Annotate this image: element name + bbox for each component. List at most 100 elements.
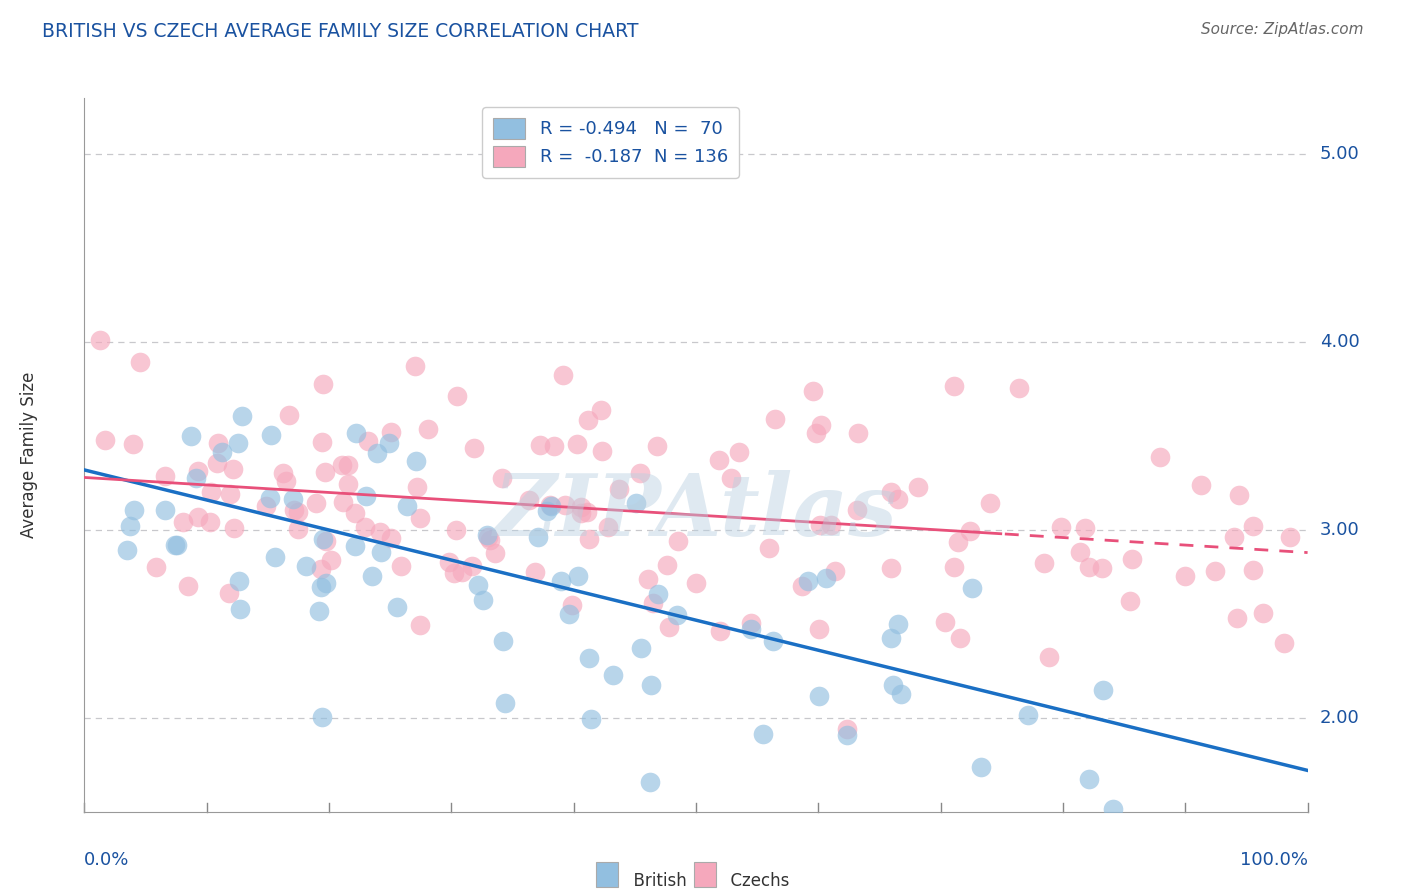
Point: [1226, 611, 1249, 625]
Point: [657, 620, 679, 634]
Point: [536, 503, 558, 517]
Point: [492, 634, 515, 648]
Point: [720, 471, 742, 485]
Point: [567, 568, 589, 582]
Point: [228, 574, 250, 588]
Point: [637, 572, 659, 586]
Point: [416, 421, 439, 435]
Point: [820, 518, 842, 533]
Point: [287, 505, 309, 519]
Point: [979, 496, 1001, 510]
Point: [609, 482, 631, 496]
Point: [1078, 772, 1101, 786]
Point: [740, 616, 762, 631]
Point: [283, 503, 305, 517]
Point: [665, 608, 688, 623]
Point: [389, 559, 412, 574]
Point: [887, 492, 910, 507]
Point: [187, 509, 209, 524]
Point: [517, 492, 540, 507]
Point: [808, 517, 831, 532]
Text: 100.0%: 100.0%: [1240, 851, 1308, 869]
Point: [567, 437, 589, 451]
Point: [557, 607, 579, 621]
Point: [527, 530, 550, 544]
Point: [451, 566, 474, 580]
Text: British: British: [623, 872, 686, 890]
Point: [1038, 650, 1060, 665]
Point: [810, 417, 832, 432]
Point: [685, 576, 707, 591]
Point: [1174, 569, 1197, 583]
Point: [934, 615, 956, 629]
Point: [942, 559, 965, 574]
Point: [207, 456, 229, 470]
Point: [122, 503, 145, 517]
Point: [1227, 487, 1250, 501]
Text: 3.00: 3.00: [1320, 521, 1360, 539]
Point: [554, 499, 576, 513]
Point: [1091, 561, 1114, 575]
Point: [880, 484, 903, 499]
Point: [254, 499, 277, 513]
Point: [561, 598, 583, 612]
Point: [596, 520, 619, 534]
Point: [1091, 683, 1114, 698]
Point: [207, 435, 229, 450]
Point: [949, 631, 972, 645]
Point: [404, 359, 426, 374]
Point: [354, 520, 377, 534]
Text: Czechs: Czechs: [720, 872, 790, 890]
Point: [315, 534, 337, 549]
Point: [1119, 593, 1142, 607]
Point: [576, 505, 599, 519]
Point: [569, 506, 592, 520]
Point: [94, 433, 117, 447]
Point: [553, 368, 575, 382]
Point: [524, 565, 547, 579]
Point: [824, 564, 846, 578]
Point: [887, 617, 910, 632]
Point: [655, 558, 678, 572]
Point: [576, 413, 599, 427]
Point: [960, 582, 983, 596]
Point: [815, 571, 838, 585]
Point: [406, 480, 429, 494]
Point: [630, 640, 652, 655]
Point: [808, 690, 831, 704]
Point: [287, 522, 309, 536]
Point: [343, 539, 366, 553]
Point: [354, 489, 377, 503]
Point: [882, 678, 904, 692]
Point: [494, 697, 516, 711]
Point: [460, 558, 482, 573]
Text: BRITISH VS CZECH AVERAGE FAMILY SIZE CORRELATION CHART: BRITISH VS CZECH AVERAGE FAMILY SIZE COR…: [42, 22, 638, 41]
Point: [224, 521, 246, 535]
Point: [837, 728, 859, 742]
Point: [1073, 520, 1095, 534]
Text: ZIPAtlas: ZIPAtlas: [494, 470, 898, 554]
Point: [880, 561, 903, 575]
Point: [1251, 606, 1274, 620]
Point: [640, 678, 662, 692]
Point: [385, 600, 408, 615]
Point: [274, 474, 297, 488]
Point: [740, 622, 762, 636]
Point: [1241, 562, 1264, 576]
Point: [443, 566, 465, 580]
Point: [645, 439, 668, 453]
Point: [752, 727, 775, 741]
Point: [491, 471, 513, 485]
Point: [187, 464, 209, 478]
Point: [366, 446, 388, 460]
Point: [357, 434, 380, 448]
Point: [1078, 560, 1101, 574]
Point: [311, 434, 333, 449]
Point: [396, 500, 419, 514]
Point: [378, 435, 401, 450]
Point: [312, 533, 335, 547]
Point: [638, 774, 661, 789]
Point: [835, 722, 858, 736]
Point: [360, 568, 382, 582]
Point: [1032, 556, 1054, 570]
